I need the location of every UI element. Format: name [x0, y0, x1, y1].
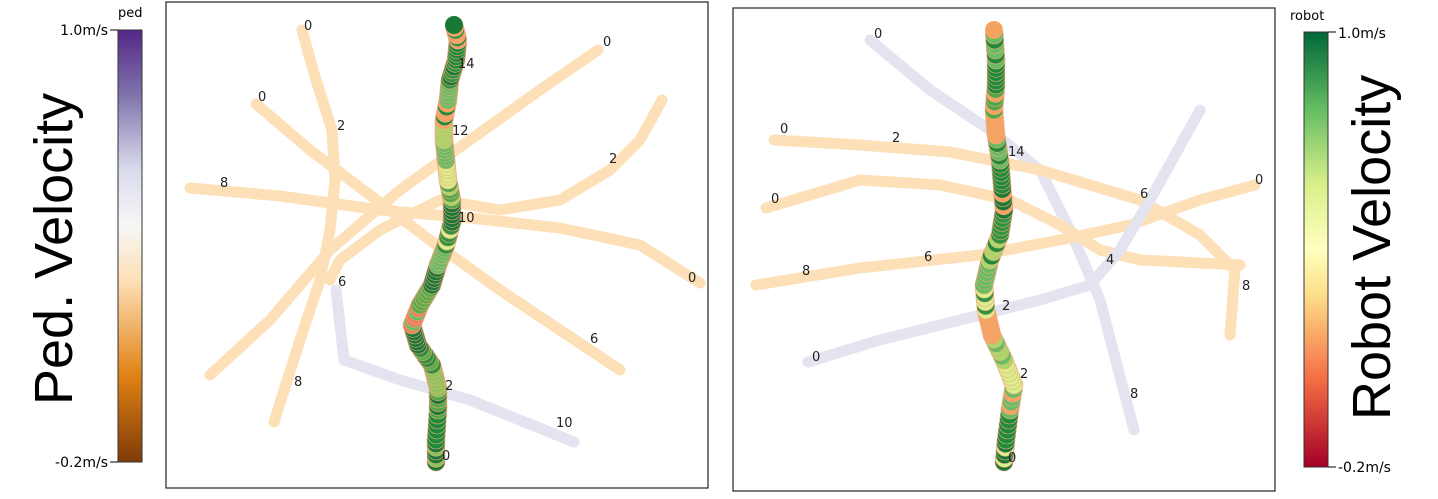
pedestrian-timestep-label: 6: [924, 250, 932, 265]
pedestrian-trajectory: [204, 44, 604, 381]
pedestrian-timestep-label: 0: [258, 90, 266, 105]
pedestrian-timestep-label: 8: [1242, 279, 1250, 294]
pedestrian-timestep-label: 8: [1130, 387, 1138, 402]
robot-timestep-label: 2: [1002, 299, 1010, 314]
robot-timestep-label: 0: [1008, 451, 1016, 466]
pedestrian-trajectory: [324, 94, 668, 286]
pedestrian-timestep-label: 6: [1140, 187, 1148, 202]
ped-colorbar-title: ped: [118, 6, 143, 21]
robot-colorbar-title: robot: [1290, 9, 1324, 24]
robot-colorbar: robot 1.0m/s -0.2m/s: [1290, 9, 1391, 476]
pedestrian-timestep-label: 4: [1106, 253, 1114, 268]
robot-timestep-label: 14: [458, 57, 475, 72]
pedestrian-timestep-label: 0: [812, 350, 820, 365]
robot-colorbar-min: -0.2m/s: [1338, 460, 1391, 476]
robot-trajectory-end-point: [985, 21, 1003, 39]
robot-timestep-label: 0: [442, 449, 450, 464]
pedestrian-timestep-label: 8: [294, 375, 302, 390]
pedestrian-timestep-label: 0: [688, 271, 696, 286]
left-plot-panel: 0 2 6 8 0 6 0 8 0 2 10 0 2 10 12 14: [165, 1, 709, 489]
pedestrian-timestep-label: 0: [603, 35, 611, 50]
robot-timestep-label: 2: [445, 379, 453, 394]
pedestrian-timestep-label: 0: [771, 192, 779, 207]
ped-colorbar-min: -0.2m/s: [55, 455, 108, 471]
pedestrian-trajectory: [184, 182, 706, 289]
robot-timestep-label: 14: [1008, 145, 1025, 160]
ped-colorbar: ped 1.0m/s -0.2m/s: [55, 6, 142, 471]
robot-trajectory-end-point: [445, 16, 463, 34]
robot-timestep-label: 2: [1020, 367, 1028, 382]
pedestrian-timestep-label: 0: [1255, 173, 1263, 188]
right-plot-panel: 0 8 0 2 8 0 8 6 0 0 4 6 0 2 2 14: [732, 7, 1276, 492]
pedestrian-timestep-label: 8: [220, 176, 228, 191]
pedestrian-timestep-label: 0: [304, 19, 312, 34]
pedestrian-timestep-label: 2: [892, 131, 900, 146]
ped-velocity-label: Ped. Velocity: [24, 93, 84, 405]
pedestrian-timestep-label: 2: [609, 152, 617, 167]
pedestrian-trajectory: [250, 98, 626, 376]
robot-colorbar-max: 1.0m/s: [1338, 26, 1386, 42]
pedestrian-timestep-label: 0: [874, 27, 882, 42]
pedestrian-timestep-label: 6: [590, 332, 598, 347]
pedestrian-timestep-label: 8: [802, 264, 810, 279]
pedestrian-timestep-label: 0: [780, 122, 788, 137]
pedestrian-timestep-label: 6: [338, 275, 346, 290]
pedestrian-trajectory: [330, 284, 580, 448]
robot-velocity-label: Robot Velocity: [1342, 75, 1402, 420]
pedestrian-timestep-label: 2: [337, 119, 345, 134]
pedestrian-trajectory: [750, 179, 1261, 291]
ped-colorbar-max: 1.0m/s: [60, 23, 108, 39]
robot-timestep-label: 10: [458, 211, 475, 226]
robot-timestep-label: 12: [452, 124, 469, 139]
pedestrian-trajectory: [802, 104, 1206, 368]
pedestrian-timestep-label: 10: [556, 416, 573, 431]
